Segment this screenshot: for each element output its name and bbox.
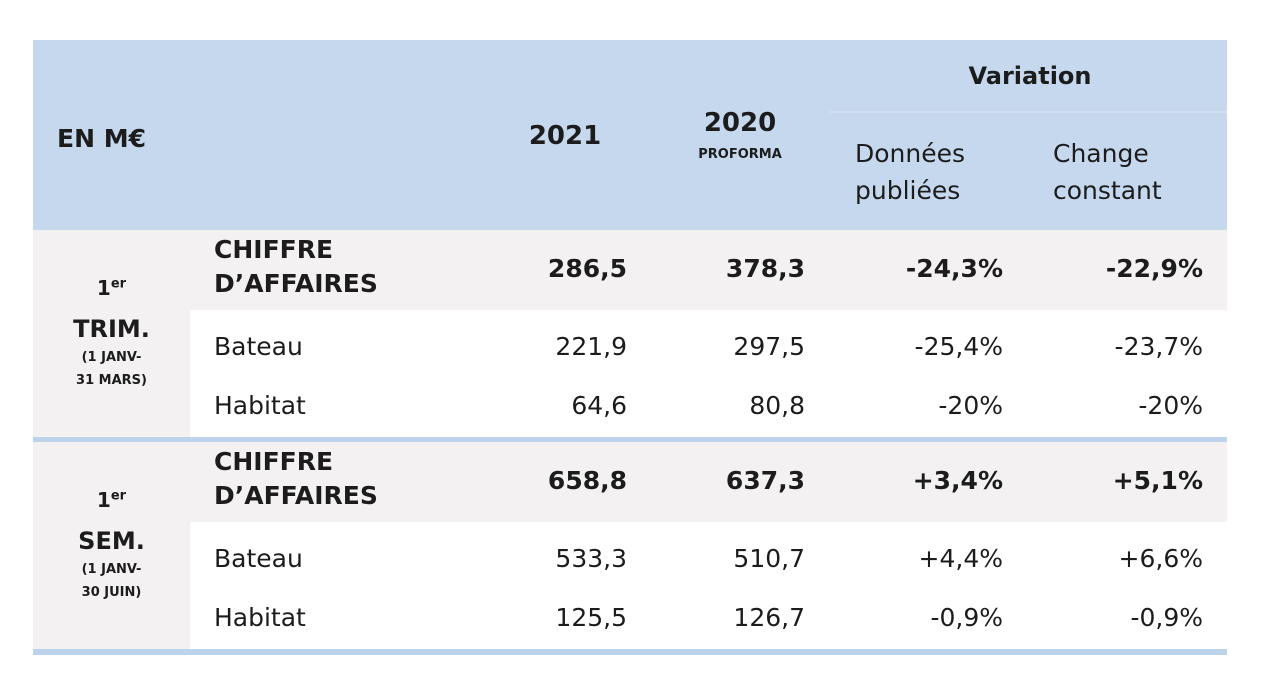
period-name: TRIM. <box>73 315 150 343</box>
header-divider <box>830 111 1227 113</box>
cell-value: -20% <box>1138 391 1203 420</box>
cell-value: -22,9% <box>1105 254 1203 283</box>
cell-value: -23,7% <box>1114 332 1203 361</box>
cell-value: +3,4% <box>912 466 1003 495</box>
cell-value: 533,3 <box>555 544 627 573</box>
period-bg <box>33 442 190 649</box>
col-2020: 2020 <box>703 108 777 138</box>
cell-value: -20% <box>938 391 1003 420</box>
ordinal-number: 1 <box>96 276 111 300</box>
unit-label: EN M€ <box>57 124 146 153</box>
ordinal-number: 1 <box>96 488 111 512</box>
cell-value: -0,9% <box>1130 603 1203 632</box>
cell-value: +4,4% <box>918 544 1003 573</box>
cell-value: 658,8 <box>547 466 627 495</box>
cell-value: 221,9 <box>555 332 627 361</box>
row-label: CHIFFRE D’AFFAIRES <box>214 235 378 298</box>
cell-value: 297,5 <box>733 332 805 361</box>
section-rule <box>33 437 1227 443</box>
col-2020-note: PROFORMA <box>698 147 782 162</box>
cell-value: +5,1% <box>1112 466 1203 495</box>
cell-value: 286,5 <box>547 254 627 283</box>
cell-value: 510,7 <box>733 544 805 573</box>
cell-value: 637,3 <box>725 466 805 495</box>
cell-value: 125,5 <box>555 603 627 632</box>
period-bg <box>33 230 190 437</box>
section-rule <box>33 649 1227 655</box>
period-name: SEM. <box>78 527 145 555</box>
period-range: 30 JUIN) <box>81 585 142 600</box>
row-label: Habitat <box>214 391 306 420</box>
row-label: CHIFFRE D’AFFAIRES <box>214 447 378 510</box>
cell-value: +6,6% <box>1118 544 1203 573</box>
row-label: Bateau <box>214 332 303 361</box>
variation-header: Variation <box>968 62 1092 90</box>
period-range: 31 MARS) <box>76 373 147 388</box>
row-highlight <box>190 442 1227 522</box>
cell-value: -24,3% <box>905 254 1003 283</box>
row-highlight <box>190 230 1227 310</box>
row-label: Habitat <box>214 603 306 632</box>
period-range: (1 JANV- <box>81 562 142 577</box>
ordinal-suffix: er <box>110 276 127 292</box>
period-ordinal: 1er <box>33 276 190 300</box>
header-bg <box>33 40 1227 230</box>
period-range: (1 JANV- <box>81 350 142 365</box>
published-line: Données <box>855 139 966 168</box>
constant-line: Change <box>1053 139 1149 168</box>
cell-value: 378,3 <box>725 254 805 283</box>
row-label: Bateau <box>214 544 303 573</box>
cell-value: 80,8 <box>749 391 805 420</box>
cell-value: 64,6 <box>571 391 627 420</box>
cell-value: -25,4% <box>914 332 1003 361</box>
col-2021: 2021 <box>528 121 602 151</box>
cell-value: 126,7 <box>733 603 805 632</box>
ordinal-suffix: er <box>110 488 127 504</box>
cell-value: -0,9% <box>930 603 1003 632</box>
period-ordinal: 1er <box>33 488 190 512</box>
published-line: publiées <box>855 176 961 205</box>
constant-line: constant <box>1053 176 1162 205</box>
